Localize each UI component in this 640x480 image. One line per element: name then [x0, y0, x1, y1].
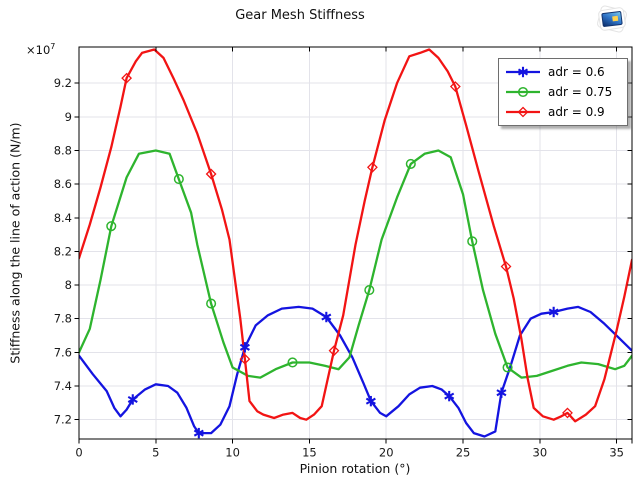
y-tick-label: 7.8: [54, 312, 72, 326]
asterisk-marker: [496, 389, 507, 397]
asterisk-marker: [444, 392, 455, 400]
diamond-marker: [517, 106, 529, 118]
y-tick-label: 8.6: [54, 177, 72, 191]
y-axis-title: Stiffness along the line of action (N/m): [7, 122, 23, 364]
y-tick-label: 7.4: [54, 379, 72, 393]
legend-entry-adr-0-9: adr = 0.9: [503, 102, 627, 122]
legend-sample-circle: [506, 86, 540, 98]
series-line-adr-0-75: [79, 149, 632, 379]
legend-sample-diamond: [506, 106, 540, 118]
y-tick-label: 8: [65, 278, 72, 292]
comsol-flare-icon: [597, 5, 627, 33]
y-tick-label: 9: [65, 110, 72, 124]
series-lines: [79, 48, 632, 438]
x-tick-label: 10: [225, 446, 240, 460]
legend-box: adr = 0.6 adr = 0.75 adr = 0.9: [498, 58, 628, 126]
x-tick-label: 30: [533, 446, 548, 460]
diamond-marker: [239, 353, 251, 365]
chart-title: Gear Mesh Stiffness: [235, 8, 365, 23]
asterisk-marker: [239, 343, 250, 351]
legend-label: adr = 0.9: [548, 105, 605, 119]
x-tick-label: 35: [609, 446, 624, 460]
series-line-adr-0-6: [79, 305, 632, 438]
asterisk-marker: [517, 68, 529, 76]
diamond-marker: [121, 72, 133, 84]
diamond-marker: [328, 345, 340, 357]
legend-entry-adr-0-6: adr = 0.6: [503, 62, 627, 82]
legend-entry-adr-0-75: adr = 0.75: [503, 82, 627, 102]
x-tick-label: 25: [456, 446, 471, 460]
y-tick-label: 8.4: [54, 211, 72, 225]
y-tick-label: 9.2: [54, 76, 72, 90]
x-tick-label: 20: [379, 446, 394, 460]
diamond-marker: [500, 261, 512, 272]
asterisk-marker: [127, 395, 138, 403]
x-tick-label: 0: [75, 446, 82, 460]
asterisk-marker: [193, 429, 204, 437]
y-tick-label: 8.2: [54, 244, 72, 258]
series-line-adr-0-9: [79, 48, 632, 423]
axes: [74, 46, 633, 444]
diamond-marker: [562, 407, 573, 419]
tick-labels: 0 5 10 15 20 25 30 35 7.2 7.4 7.6 7.8 8 8.2 8.4 8.6 8.8 9…: [54, 76, 624, 459]
legend-label: adr = 0.75: [548, 85, 613, 99]
asterisk-marker: [321, 313, 332, 321]
diamond-marker: [449, 81, 461, 92]
x-tick-label: 15: [302, 446, 317, 460]
circle-marker: [517, 86, 529, 98]
circle-marker: [173, 174, 184, 185]
y-axis-multiplier: ×107: [26, 42, 56, 57]
y-tick-label: 8.8: [54, 143, 72, 157]
circle-marker: [364, 285, 375, 296]
legend-label: adr = 0.6: [548, 65, 605, 79]
circle-marker: [405, 158, 416, 169]
y-tick-label: 7.2: [54, 413, 72, 427]
circle-marker: [106, 221, 117, 232]
legend-sample-asterisk: [506, 66, 540, 78]
circle-marker: [206, 298, 217, 309]
asterisk-marker: [548, 308, 559, 316]
series-markers: [106, 72, 573, 439]
x-axis-title: Pinion rotation (°): [299, 461, 411, 476]
circle-marker: [502, 362, 513, 373]
x-tick-label: 5: [152, 446, 159, 460]
plot-frame: [78, 46, 633, 440]
asterisk-marker: [365, 397, 376, 405]
circle-marker: [287, 357, 298, 368]
diamond-marker: [366, 161, 378, 173]
circle-marker: [467, 236, 478, 247]
y-tick-label: 7.6: [54, 345, 72, 359]
diamond-marker: [205, 168, 217, 180]
